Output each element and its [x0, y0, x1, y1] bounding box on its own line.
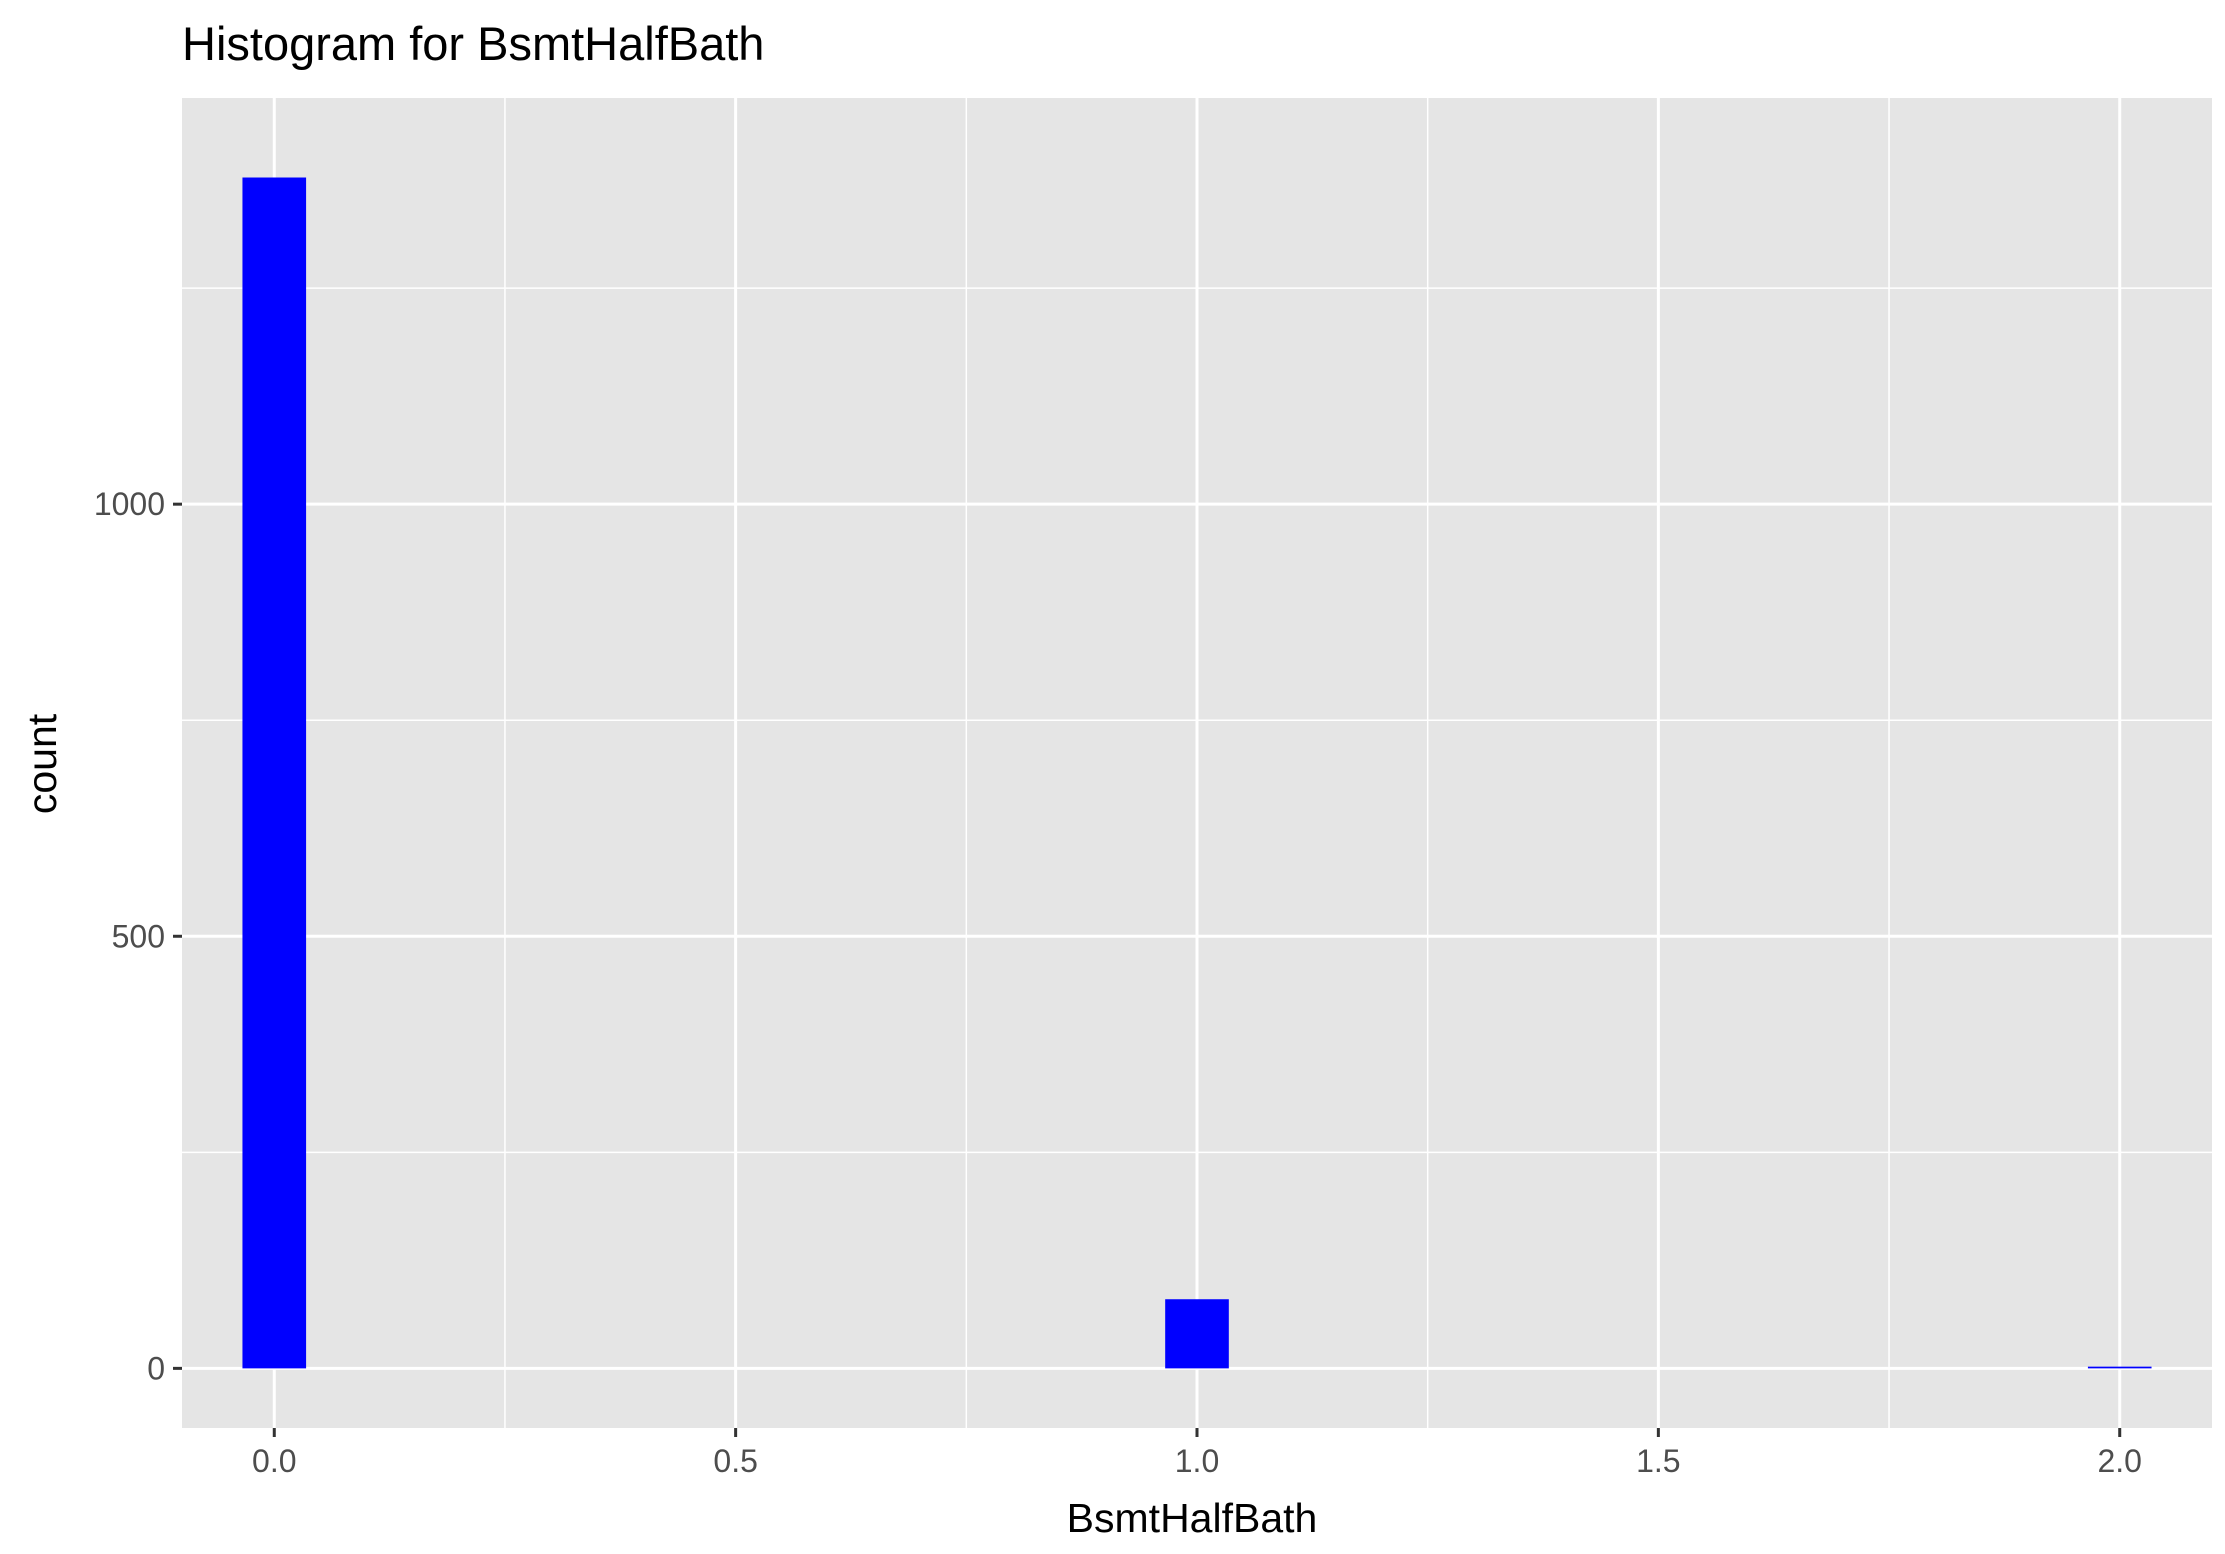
axis-ticks [173, 502, 2122, 1437]
y-tick-label: 500 [112, 918, 165, 954]
x-tick-label: 1.5 [1636, 1443, 1680, 1479]
histogram-bar [242, 177, 307, 1369]
histogram-bars [242, 177, 2152, 1369]
x-tick-label: 2.0 [2097, 1443, 2141, 1479]
y-tick-label: 1000 [94, 486, 165, 522]
x-tick-label: 0.0 [252, 1443, 296, 1479]
y-axis-title: count [19, 713, 65, 814]
x-axis-title: BsmtHalfBath [1067, 1495, 1318, 1541]
axis-tick-labels: 0.0 0.5 1.0 1.5 2.0 0 500 1000 [94, 486, 2142, 1479]
histogram-bar [2087, 1366, 2152, 1369]
chart-title: Histogram for BsmtHalfBath [182, 17, 764, 70]
histogram-bar [1165, 1299, 1229, 1369]
y-tick-label: 0 [147, 1350, 165, 1386]
x-tick-label: 0.5 [713, 1443, 757, 1479]
x-tick-label: 1.0 [1175, 1443, 1219, 1479]
